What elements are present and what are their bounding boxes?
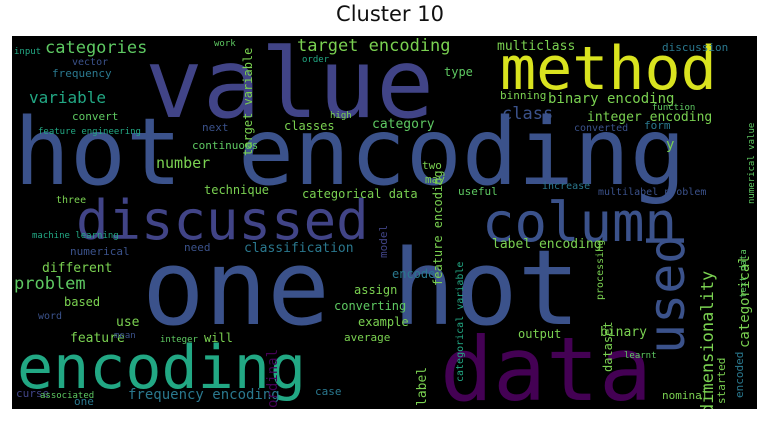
word-frequency-encoding: frequency encoding: [128, 387, 280, 403]
word-will: will: [204, 331, 233, 345]
word-mean: mean: [114, 331, 136, 341]
word-hot-encoding: hot encoding: [14, 98, 686, 206]
word-encoded: encoded: [733, 351, 746, 398]
word-problem: problem: [14, 274, 86, 294]
word-discussion: discussion: [662, 41, 729, 54]
word-classes: classes: [284, 119, 335, 133]
word-one: one: [74, 395, 94, 408]
word-curse: curse: [16, 387, 50, 400]
word-two: two: [422, 159, 442, 172]
word-variable: variable: [29, 88, 107, 107]
word-integer-encoding: integer encoding: [587, 110, 713, 125]
word-method: method: [500, 36, 717, 104]
word-classification: classification: [244, 241, 354, 256]
word-input: input: [14, 47, 42, 57]
word-label-encoding: label encoding: [492, 237, 602, 252]
word-based: based: [64, 295, 101, 309]
word-category: category: [372, 117, 435, 132]
word-different: different: [42, 261, 113, 276]
word-categories: categories: [45, 38, 148, 58]
word-feature-encoding: feature encoding: [431, 170, 445, 286]
word-use: use: [116, 315, 140, 330]
word-type: type: [444, 65, 473, 79]
word-feature: feature: [70, 331, 125, 346]
word-started: started: [715, 357, 728, 404]
word-discussed: discussed: [76, 189, 369, 252]
word-continuous: continuous: [192, 139, 259, 152]
word-convert: convert: [72, 110, 119, 123]
word-encode: encode: [392, 267, 436, 281]
word-cloud: value method hot encoding discussed colu…: [12, 36, 757, 409]
word-target-encoding: target encoding: [297, 36, 451, 56]
word-y: y: [666, 137, 675, 153]
word-multilabel-problem: multilabel problem: [598, 187, 707, 198]
word-work: work: [214, 39, 236, 49]
word-used: used: [638, 233, 696, 354]
word-example: example: [358, 315, 409, 329]
word-form: form: [644, 119, 671, 132]
word-learnt: learnt: [624, 351, 657, 361]
word-column: column: [482, 191, 678, 254]
word-multiclass: multiclass: [497, 39, 576, 54]
word-integer: integer: [160, 335, 198, 345]
word-next: next: [202, 121, 229, 134]
word-label: label: [415, 366, 430, 406]
word-numerical-value: numerical value: [747, 122, 757, 204]
word-increase: increase: [542, 181, 591, 192]
word-target-variable: target variable: [241, 47, 255, 156]
word-vector: vector: [72, 57, 109, 68]
word-value: value: [145, 36, 434, 140]
word-number: number: [156, 154, 211, 172]
word-need: need: [184, 241, 211, 254]
word-frequency: frequency: [52, 67, 112, 80]
word-high: high: [330, 111, 352, 121]
word-converted: converted: [574, 123, 629, 134]
word-text-data: text data: [739, 249, 749, 298]
word-three: three: [56, 195, 87, 206]
word-data: data: [440, 318, 652, 410]
word-class: class: [502, 104, 554, 124]
word-ordinal: ordinal: [265, 348, 281, 408]
word-dataset: dataset: [601, 321, 615, 372]
word-converting: converting: [334, 299, 407, 313]
word-technique: technique: [204, 183, 270, 197]
word-may: may: [425, 173, 445, 186]
word-assign: assign: [354, 283, 398, 297]
word-order: order: [302, 55, 330, 65]
word-average: average: [344, 331, 391, 344]
word-numerical: numerical: [70, 245, 130, 258]
word-output: output: [518, 327, 562, 341]
word-machine-learning: machine learning: [32, 231, 119, 241]
word-case: case: [315, 385, 342, 398]
word-categorical-data: categorical data: [302, 187, 418, 201]
word-one-hot: one hot: [142, 227, 581, 349]
word-nominal: nominal: [662, 389, 709, 402]
word-model: model: [377, 224, 390, 258]
word-binary-encoding: binary encoding: [548, 91, 675, 107]
word-binary: binary: [600, 325, 647, 340]
word-word: word: [38, 311, 63, 322]
word-categorical-variable: categorical variable: [455, 261, 466, 382]
word-function: function: [652, 103, 696, 113]
word-useful: useful: [458, 185, 498, 198]
word-encoding: encoding: [17, 333, 306, 403]
word-processing: processing: [595, 239, 606, 300]
chart-title: Cluster 10: [336, 2, 444, 26]
word-binning: binning: [500, 89, 547, 102]
word-associated: associated: [40, 391, 95, 401]
word-feature-engineering: feature engineering: [38, 127, 141, 137]
